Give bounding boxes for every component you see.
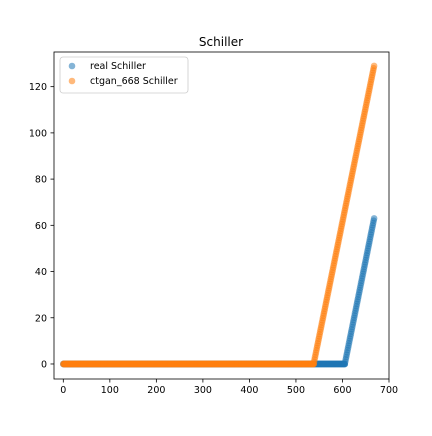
y-tick-label: 40: [35, 267, 47, 278]
series-ctgan-schiller-points: [60, 62, 378, 368]
legend-marker-real-schiller: [68, 62, 76, 70]
legend-marker-ctgan-schiller: [68, 77, 76, 85]
x-tick-label: 500: [287, 385, 305, 396]
chart-title: Schiller: [199, 35, 243, 49]
legend-label-real-schiller: real Schiller: [90, 61, 146, 72]
legend-box: [59, 56, 189, 94]
y-tick-label: 120: [29, 82, 47, 93]
y-tick-label: 20: [35, 313, 47, 324]
axes-layer: 0 100 200 300 400 500 600 700 0 20 40 60 80 100 120: [29, 82, 398, 396]
y-tick-label: 60: [35, 221, 47, 232]
legend: real Schiller ctgan_668 Schiller: [59, 56, 189, 94]
x-tick-label: 300: [194, 385, 212, 396]
x-tick-label: 400: [240, 385, 258, 396]
x-tick-label: 200: [147, 385, 165, 396]
data-point: [370, 215, 378, 222]
y-tick-label: 100: [29, 128, 47, 139]
legend-label-ctgan-schiller: ctgan_668 Schiller: [90, 76, 178, 87]
x-tick-label: 0: [60, 385, 66, 396]
data-point: [370, 62, 378, 70]
x-tick-label: 100: [101, 385, 119, 396]
plot-frame: [53, 51, 390, 380]
y-tick-label: 0: [41, 359, 47, 370]
x-tick-label: 700: [380, 385, 398, 396]
y-tick-label: 80: [35, 175, 47, 186]
x-tick-label: 600: [333, 385, 351, 396]
series-layer: [60, 62, 378, 368]
